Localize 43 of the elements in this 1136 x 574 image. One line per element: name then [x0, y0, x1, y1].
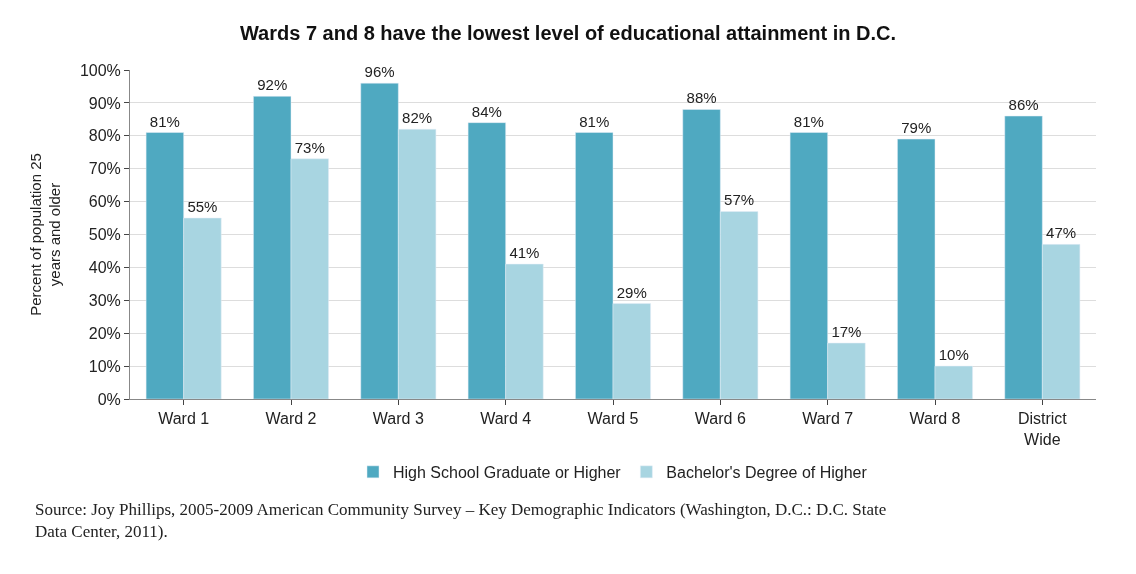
data-label: 84%	[471, 102, 502, 120]
y-tick-label: 100%	[79, 61, 121, 79]
y-tick-label: 80%	[88, 127, 121, 145]
data-label: 41%	[509, 244, 540, 262]
legend-label: High School Graduate or Higher	[393, 464, 622, 482]
data-label: 73%	[294, 138, 325, 156]
data-label: 29%	[616, 283, 647, 301]
data-label: 17%	[831, 323, 862, 341]
x-tick-label: Ward 2	[265, 410, 317, 428]
y-tick-label: 90%	[88, 94, 121, 112]
data-label: 47%	[1046, 224, 1077, 242]
y-tick-label: 70%	[88, 160, 121, 178]
data-label: 96%	[364, 63, 395, 81]
x-tick-label: Ward 5	[587, 410, 639, 428]
data-label: 10%	[938, 346, 969, 364]
data-label: 57%	[724, 191, 755, 209]
x-tick-label: Ward 8	[909, 410, 961, 428]
legend-label: Bachelor's Degree of Higher	[666, 464, 868, 482]
data-label: 82%	[402, 109, 433, 127]
data-label: 92%	[257, 76, 288, 94]
y-tick-label: 0%	[97, 390, 121, 408]
data-label: 86%	[1008, 96, 1039, 114]
y-tick-label: 60%	[88, 193, 121, 211]
source-note: Source: Joy Phillips, 2005-2009 American Community Survey – Key Demographic Indicators (Washington, D.C.: D.C. State Data Center, 2011).	[35, 500, 887, 542]
y-tick-label: 40%	[88, 259, 121, 276]
y-axis-title: Percent of population 25 years and older	[26, 153, 64, 316]
x-tick-label: District Wide	[1017, 410, 1068, 448]
data-label: 81%	[579, 112, 610, 130]
y-tick-label: 20%	[88, 324, 121, 342]
x-tick-label: Ward 1	[158, 410, 210, 428]
data-label: 81%	[793, 112, 824, 130]
y-tick-label: 30%	[88, 291, 121, 309]
data-label: 79%	[901, 119, 932, 137]
x-tick-label: Ward 3	[372, 410, 424, 428]
x-tick-label: Ward 4	[480, 410, 532, 428]
x-tick-label: Ward 7	[802, 410, 854, 428]
y-tick-label: 50%	[88, 226, 121, 244]
data-label: 88%	[686, 89, 717, 107]
chart-title: Wards 7 and 8 have the lowest level of educational attainment in D.C.	[239, 21, 897, 44]
data-label: 81%	[149, 112, 180, 130]
data-label: 55%	[187, 198, 218, 216]
x-tick-label: Ward 6	[694, 410, 746, 428]
y-tick-label: 10%	[88, 357, 121, 375]
